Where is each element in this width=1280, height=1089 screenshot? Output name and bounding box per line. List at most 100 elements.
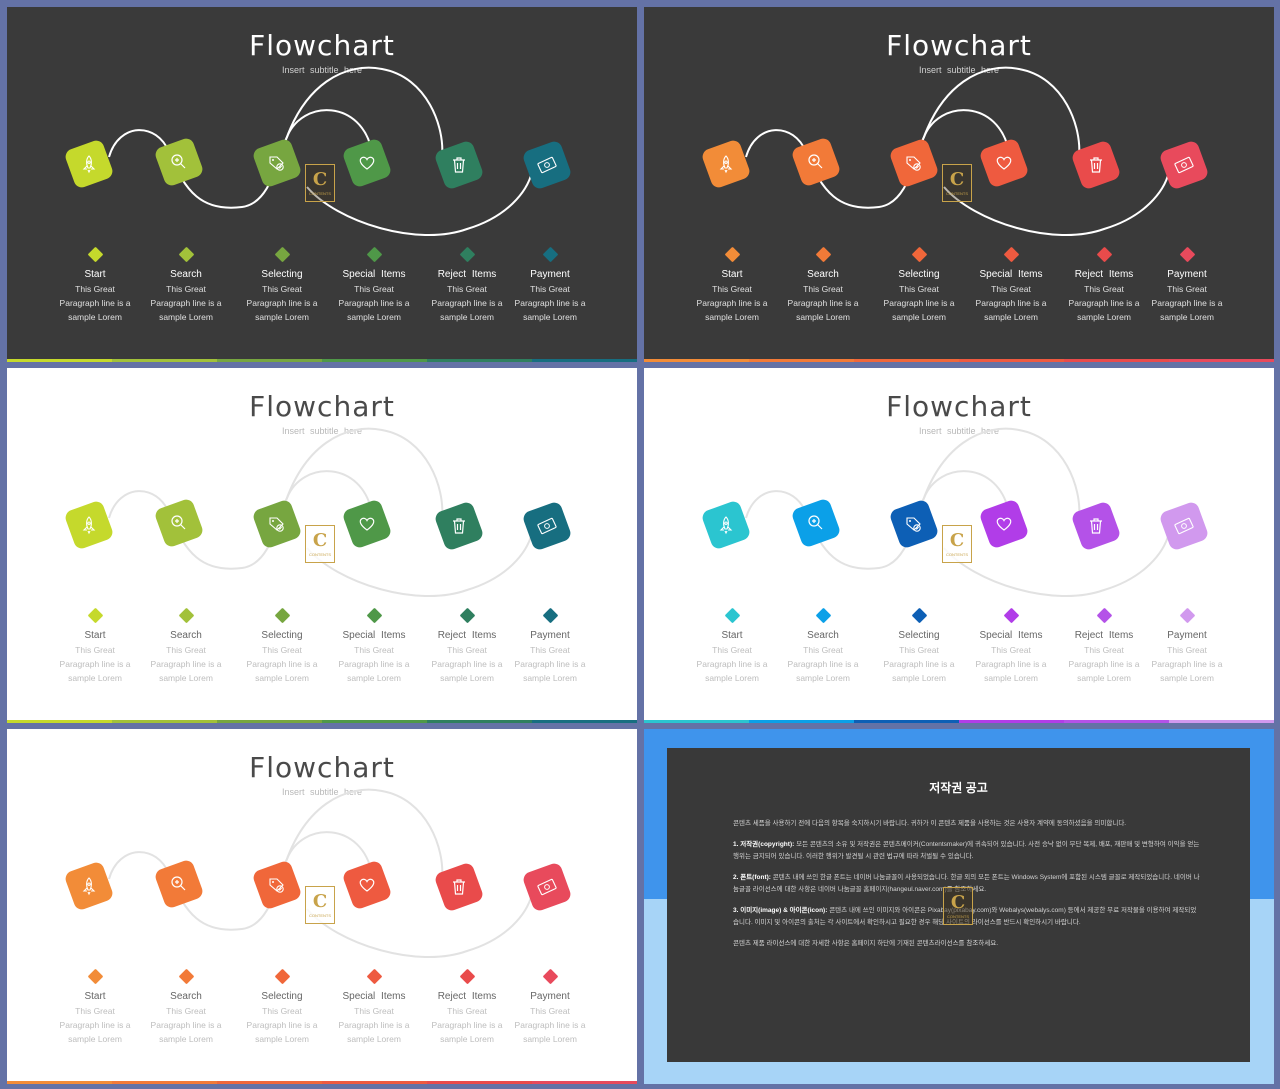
contents-logo: C CONTENTS: [942, 525, 972, 563]
step-tile-3[interactable]: [251, 137, 303, 189]
slide-subtitle: Insert subtitle here: [281, 426, 363, 436]
step-name: Selecting: [898, 630, 940, 641]
step-caption-1: Start This Great Paragraph line is a sample…: [45, 991, 145, 1046]
flow-connector-curve: [745, 427, 1170, 597]
step-caption-1: Start This Great Paragraph line is a sample…: [45, 630, 145, 685]
notice-image: 3. 이미지(image) & 아이콘(icon): 콘텐츠 내에 쓰인 이미지…: [733, 905, 1201, 929]
step-caption-3: Selecting This Great Paragraph line is a sa…: [232, 991, 332, 1046]
step-tile-2[interactable]: [790, 497, 842, 549]
tag-check-icon: [269, 878, 284, 893]
magnifier-icon: [808, 154, 823, 169]
notice-image-head: 3. 이미지(image) & 아이콘(icon):: [733, 907, 828, 914]
step-tile-5[interactable]: [1070, 500, 1122, 552]
step-name: Selecting: [261, 630, 303, 641]
step-description: This Great Paragraph line is a sample Lore…: [59, 1006, 131, 1044]
step-description: This Great Paragraph line is a sample Lore…: [59, 645, 131, 683]
step-tile-4[interactable]: [341, 859, 393, 911]
step-tile-4[interactable]: [341, 137, 393, 189]
slide-copyright-notice[interactable]: 저작권 공고 콘텐츠 세픔을 사용하기 전에 다음의 항목을 숙지하시기 바랍니…: [644, 729, 1274, 1084]
slide-color-bar: [7, 1081, 637, 1084]
step-description: This Great Paragraph line is a sample Lore…: [696, 645, 768, 683]
flow-connector-curve: [108, 788, 533, 958]
step-tile-6[interactable]: [521, 139, 573, 191]
step-caption-2: Search This Great Paragraph line is a sampl…: [136, 991, 236, 1046]
step-tile-5[interactable]: [1070, 139, 1122, 191]
step-name: Selecting: [261, 991, 303, 1002]
tag-check-icon: [906, 156, 921, 171]
step-tile-1[interactable]: [63, 499, 115, 551]
step-tile-4[interactable]: [978, 137, 1030, 189]
magnifier-icon: [171, 515, 186, 530]
step-name: Selecting: [898, 269, 940, 280]
trash-icon: [1090, 157, 1102, 173]
step-caption-4: Special Items This Great Paragraph line is…: [961, 630, 1061, 685]
step-description: This Great Paragraph line is a sample Lore…: [246, 1006, 318, 1044]
step-tile-6[interactable]: [1158, 500, 1210, 552]
step-description: This Great Paragraph line is a sample Lore…: [338, 645, 410, 683]
slide-light-green[interactable]: Flowchart Insert subtitle here Start This G…: [7, 368, 637, 723]
step-name: Special Items: [342, 269, 406, 280]
flow-connector-curve: [745, 66, 1170, 236]
flow-connector-curve: [108, 66, 533, 236]
step-description: This Great Paragraph line is a sample Lore…: [787, 645, 859, 683]
slide-color-bar: [7, 359, 637, 362]
step-tile-1[interactable]: [63, 860, 115, 912]
step-tile-3[interactable]: [251, 498, 303, 550]
step-tile-1[interactable]: [700, 499, 752, 551]
step-tile-2[interactable]: [153, 136, 205, 188]
step-tile-6[interactable]: [1158, 139, 1210, 191]
step-tile-3[interactable]: [888, 498, 940, 550]
step-tile-1[interactable]: [63, 138, 115, 190]
contents-logo: C CONTENTS: [305, 886, 335, 924]
slide-light-blue[interactable]: Flowchart Insert subtitle here Start This G…: [644, 368, 1274, 723]
step-name: Start: [721, 630, 743, 641]
step-description: This Great Paragraph line is a sample Lore…: [431, 645, 503, 683]
step-tile-2[interactable]: [153, 497, 205, 549]
step-name: Reject Items: [1074, 630, 1134, 641]
step-description: This Great Paragraph line is a sample Lore…: [514, 284, 586, 322]
step-tile-3[interactable]: [251, 859, 303, 911]
step-tile-1[interactable]: [700, 138, 752, 190]
step-description: This Great Paragraph line is a sample Lore…: [975, 645, 1047, 683]
notice-font-head: 2. 폰트(font):: [733, 874, 771, 881]
step-name: Reject Items: [437, 269, 497, 280]
rocket-icon: [719, 516, 733, 535]
slide-dark-orange[interactable]: Flowchart Insert subtitle here Start This G…: [644, 7, 1274, 362]
step-caption-4: Special Items This Great Paragraph line is…: [961, 269, 1061, 324]
step-name: Payment: [1167, 630, 1207, 641]
step-description: This Great Paragraph line is a sample Lore…: [338, 1006, 410, 1044]
slide-color-bar: [644, 359, 1274, 362]
step-caption-5: Reject Items This Great Paragraph line is …: [417, 630, 517, 685]
slide-title: Flowchart: [886, 29, 1032, 62]
step-name: Start: [721, 269, 743, 280]
slide-dark-green[interactable]: Flowchart Insert subtitle here Start This G…: [7, 7, 637, 362]
step-description: This Great Paragraph line is a sample Lore…: [338, 284, 410, 322]
step-tile-5[interactable]: [433, 139, 485, 191]
step-tile-2[interactable]: [153, 858, 205, 910]
rocket-icon: [82, 155, 96, 174]
heart-icon: [996, 156, 1012, 170]
step-description: This Great Paragraph line is a sample Lore…: [787, 284, 859, 322]
step-caption-1: Start This Great Paragraph line is a sample…: [45, 269, 145, 324]
magnifier-icon: [171, 154, 186, 169]
contents-logo: C CONTENTS: [943, 887, 973, 925]
step-caption-2: Search This Great Paragraph line is a sampl…: [136, 269, 236, 324]
step-name: Reject Items: [437, 991, 497, 1002]
step-name: Search: [807, 269, 839, 280]
step-tile-5[interactable]: [433, 500, 485, 552]
slide-title: Flowchart: [249, 29, 395, 62]
step-tile-6[interactable]: [521, 861, 573, 913]
step-tile-2[interactable]: [790, 136, 842, 188]
step-caption-2: Search This Great Paragraph line is a sampl…: [773, 630, 873, 685]
step-caption-4: Special Items This Great Paragraph line is…: [324, 630, 424, 685]
step-tile-4[interactable]: [978, 498, 1030, 550]
step-tile-4[interactable]: [341, 498, 393, 550]
heart-icon: [359, 517, 375, 531]
step-caption-1: Start This Great Paragraph line is a sample…: [682, 630, 782, 685]
step-tile-3[interactable]: [888, 137, 940, 189]
step-caption-5: Reject Items This Great Paragraph line is …: [1054, 630, 1154, 685]
step-tile-6[interactable]: [521, 500, 573, 552]
notice-font: 2. 폰트(font): 콘텐츠 내에 쓰인 한글 폰트는 네이버 나눔글꼴이 …: [733, 872, 1201, 896]
step-tile-5[interactable]: [433, 861, 485, 913]
slide-light-orange[interactable]: Flowchart Insert subtitle here Start This G…: [7, 729, 637, 1084]
